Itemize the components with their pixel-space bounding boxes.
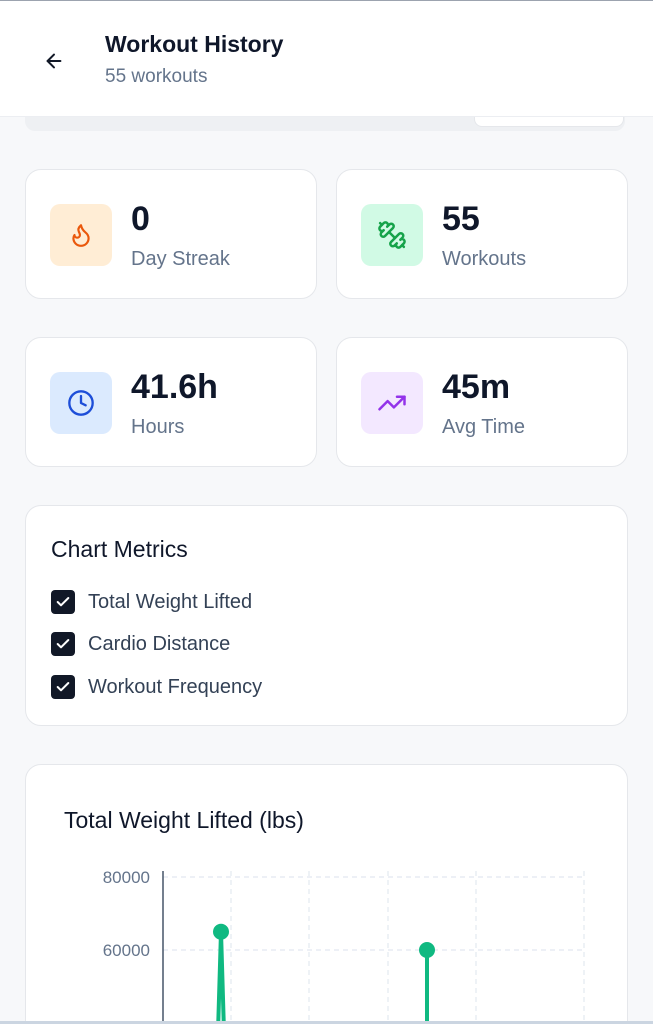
back-button[interactable] (34, 41, 74, 81)
check-icon (56, 639, 70, 649)
weight-chart-card: Total Weight Lifted (lbs) 80000 60000 (25, 764, 628, 1024)
metric-label: Workout Frequency (88, 675, 263, 698)
weight-line-chart: 80000 60000 (103, 868, 585, 1024)
stat-card-workouts: 55 Workouts (336, 169, 628, 299)
metric-option-cardio[interactable]: Cardio Distance (51, 630, 230, 658)
metric-label: Total Weight Lifted (88, 590, 253, 613)
stat-label: Avg Time (442, 416, 525, 438)
y-tick-label: 60000 (103, 941, 150, 960)
arrow-left-icon (46, 53, 62, 69)
metric-label: Cardio Distance (88, 632, 231, 655)
stat-card-avg-time: 45m Avg Time (336, 337, 628, 467)
page-title: Workout History (105, 31, 284, 57)
check-icon (56, 682, 70, 692)
stat-value: 41.6h (131, 368, 218, 406)
trending-up-icon (361, 372, 423, 434)
stat-card-streak: 0 Day Streak (25, 169, 317, 299)
y-tick-label: 80000 (103, 868, 150, 887)
stat-card-hours: 41.6h Hours (25, 337, 317, 467)
flame-icon (50, 204, 112, 266)
stat-label: Hours (131, 416, 185, 438)
checkbox[interactable] (51, 675, 75, 699)
checkbox[interactable] (51, 590, 75, 614)
dumbbell-icon (361, 204, 423, 266)
metrics-title: Chart Metrics (51, 536, 188, 562)
data-point (213, 923, 229, 940)
metric-option-weight[interactable]: Total Weight Lifted (51, 588, 252, 616)
bottom-divider (0, 1021, 653, 1024)
stat-value: 0 (131, 200, 150, 238)
clock-icon (50, 372, 112, 434)
chart-title: Total Weight Lifted (lbs) (64, 807, 304, 833)
checkbox[interactable] (51, 632, 75, 656)
app-header: Workout History 55 workouts (0, 0, 653, 117)
stat-label: Day Streak (131, 248, 230, 270)
workout-count: 55 workouts (105, 66, 208, 87)
stat-value: 45m (442, 368, 511, 406)
chart-metrics-card: Chart Metrics Total Weight Lifted Cardio… (25, 505, 628, 726)
data-point (419, 942, 435, 958)
filter-button[interactable] (474, 117, 624, 127)
metric-option-frequency[interactable]: Workout Frequency (51, 673, 262, 701)
series-line (216, 929, 226, 1024)
stat-label: Workouts (442, 248, 527, 270)
stat-value: 55 (442, 200, 480, 238)
check-icon (56, 597, 70, 607)
